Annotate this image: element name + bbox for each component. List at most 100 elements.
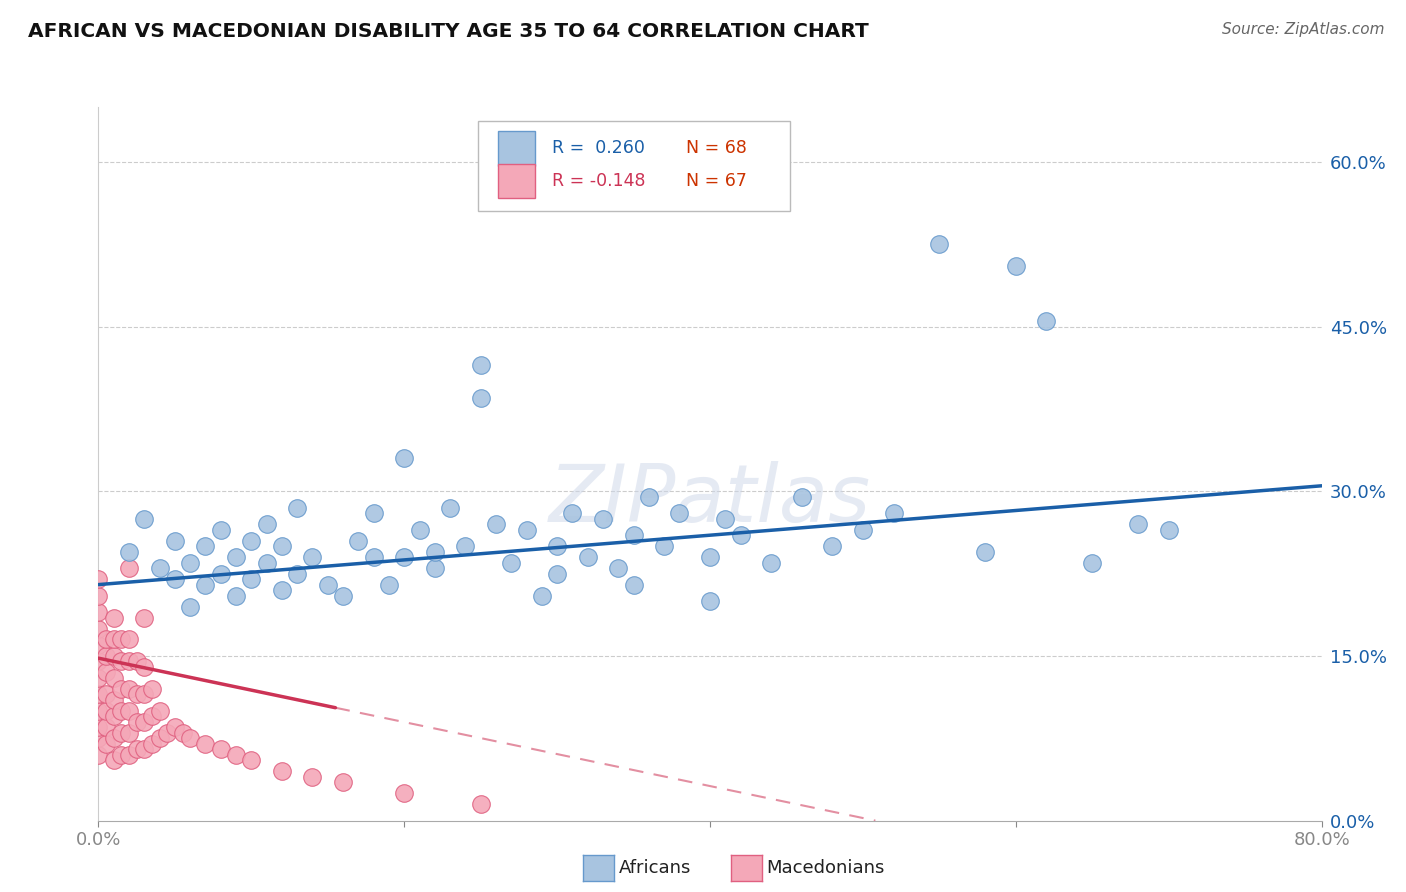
Point (623, 528, 645, 542)
Point (546, 539, 568, 553)
Point (87, 605, 110, 619)
Point (179, 731, 201, 746)
Point (134, 610, 156, 624)
Text: Macedonians: Macedonians (766, 859, 884, 877)
Point (103, 709, 125, 723)
Point (87, 589, 110, 603)
Point (110, 704, 132, 718)
Text: AFRICAN VS MACEDONIAN DISABILITY AGE 35 TO 64 CORRELATION CHART: AFRICAN VS MACEDONIAN DISABILITY AGE 35 … (28, 22, 869, 41)
Point (110, 747, 132, 762)
Point (225, 550, 247, 565)
Text: ZIPatlas: ZIPatlas (548, 460, 872, 539)
Point (163, 720, 186, 734)
Point (240, 753, 263, 767)
Point (392, 451, 416, 466)
Point (125, 714, 148, 729)
Point (240, 572, 263, 586)
Point (928, 237, 950, 252)
Point (134, 512, 156, 526)
Point (363, 550, 385, 565)
Point (118, 655, 141, 669)
Point (225, 747, 247, 762)
Point (256, 556, 278, 570)
Point (530, 589, 553, 603)
Point (110, 681, 132, 696)
Point (270, 539, 292, 553)
Point (103, 610, 125, 624)
Point (821, 539, 844, 553)
Point (668, 506, 690, 520)
Point (179, 599, 201, 614)
FancyBboxPatch shape (498, 131, 536, 166)
Point (485, 517, 508, 532)
Point (759, 556, 782, 570)
Point (134, 742, 156, 756)
Point (470, 391, 492, 405)
Point (592, 512, 614, 526)
Point (470, 797, 492, 812)
Point (118, 726, 141, 740)
Point (1035, 314, 1057, 328)
Point (94, 665, 117, 680)
Point (332, 589, 354, 603)
Text: Africans: Africans (619, 859, 690, 877)
Point (103, 753, 125, 767)
Point (87, 747, 110, 762)
Point (125, 687, 148, 701)
Point (714, 512, 737, 526)
Point (423, 561, 446, 575)
Point (134, 687, 156, 701)
Point (125, 742, 148, 756)
Point (408, 523, 430, 537)
Point (103, 671, 125, 685)
Point (110, 632, 132, 647)
Point (156, 726, 179, 740)
Text: R = -0.148: R = -0.148 (553, 172, 645, 190)
Point (623, 577, 645, 591)
Point (270, 583, 292, 598)
Point (163, 572, 186, 586)
Point (347, 533, 370, 548)
Point (316, 577, 339, 591)
Point (87, 655, 110, 669)
Point (470, 358, 492, 372)
Point (699, 550, 721, 565)
Point (1128, 517, 1150, 532)
Point (87, 638, 110, 652)
Point (209, 566, 232, 581)
Point (256, 517, 278, 532)
Point (852, 523, 875, 537)
Point (439, 500, 461, 515)
Text: Source: ZipAtlas.com: Source: ZipAtlas.com (1222, 22, 1385, 37)
Point (110, 726, 132, 740)
Point (141, 709, 163, 723)
Point (363, 506, 385, 520)
Point (392, 550, 416, 565)
Point (87, 731, 110, 746)
Point (194, 577, 217, 591)
Point (637, 490, 661, 504)
Point (883, 506, 905, 520)
Point (270, 764, 292, 779)
Point (110, 655, 132, 669)
Point (149, 731, 172, 746)
Point (974, 544, 997, 558)
Point (94, 704, 117, 718)
Point (141, 737, 163, 751)
Point (87, 572, 110, 586)
Point (141, 681, 163, 696)
Text: N = 68: N = 68 (686, 139, 747, 157)
Point (125, 655, 148, 669)
Point (1004, 259, 1026, 273)
Point (94, 737, 117, 751)
Point (103, 731, 125, 746)
FancyBboxPatch shape (478, 121, 790, 211)
Text: N = 67: N = 67 (686, 172, 747, 190)
Point (332, 775, 354, 789)
Point (179, 556, 201, 570)
Point (546, 566, 568, 581)
Point (94, 687, 117, 701)
Point (501, 556, 523, 570)
Point (301, 550, 323, 565)
Point (118, 632, 141, 647)
